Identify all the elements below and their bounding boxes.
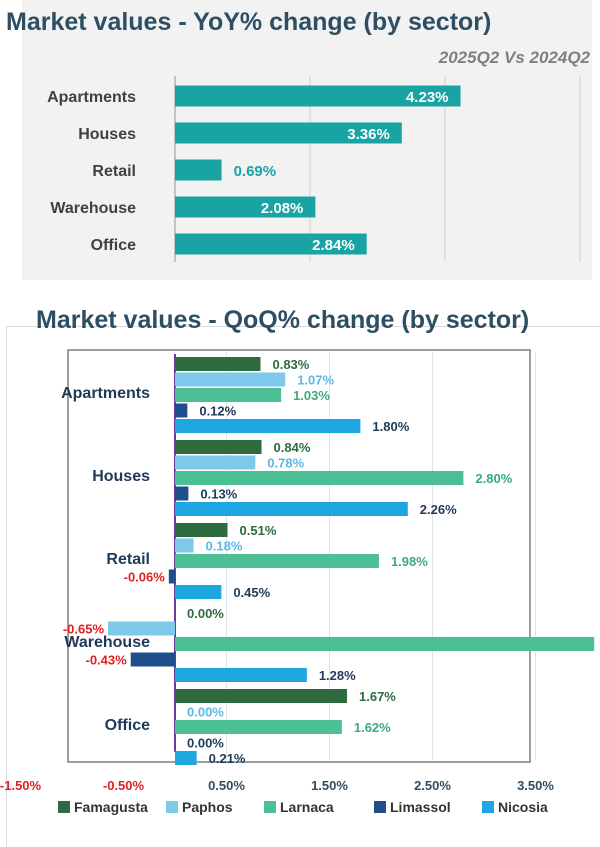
qoq-chart-panel	[6, 326, 600, 847]
qoq-data-label: 0.00%	[187, 736, 224, 751]
qoq-bar-retail-larnaca	[175, 554, 379, 568]
qoq-x-tick-label: -1.50%	[0, 778, 42, 793]
legend-label-famagusta: Famagusta	[74, 799, 148, 815]
legend-label-nicosia: Nicosia	[498, 799, 548, 815]
qoq-data-label: 0.21%	[209, 751, 246, 766]
qoq-plot-frame	[67, 349, 531, 763]
yoy-bar-warehouse	[175, 196, 316, 218]
qoq-data-label: -0.65%	[63, 622, 105, 637]
qoq-bar-retail-limassol	[168, 569, 175, 584]
legend-swatch-famagusta	[58, 801, 70, 813]
qoq-bar-houses-larnaca	[175, 471, 464, 485]
qoq-x-tick-label: 3.50%	[517, 778, 554, 793]
yoy-category-label: Office	[91, 237, 136, 254]
yoy-data-label: 4.23%	[406, 89, 449, 106]
qoq-bar-retail-paphos	[175, 538, 194, 553]
yoy-category-label: Houses	[78, 126, 136, 143]
legend-swatch-paphos	[166, 801, 178, 813]
qoq-bar-office-nicosia	[175, 751, 197, 765]
qoq-data-label: -0.06%	[124, 570, 166, 585]
yoy-data-label: 2.84%	[312, 237, 355, 254]
qoq-x-tick-label: 0.50%	[208, 778, 245, 793]
qoq-data-label: 1.03%	[293, 388, 330, 403]
qoq-bar-apartments-limassol	[175, 403, 188, 418]
qoq-data-label: 0.51%	[240, 523, 277, 538]
qoq-data-label: 1.98%	[391, 554, 428, 569]
qoq-category-label: Apartments	[61, 385, 150, 402]
yoy-chart-title: Market values - YoY% change (by sector)	[6, 8, 492, 36]
qoq-bar-retail-famagusta	[175, 523, 228, 537]
qoq-x-tick-label: 2.50%	[414, 778, 451, 793]
qoq-bar-houses-famagusta	[175, 440, 262, 454]
qoq-bar-office-famagusta	[175, 689, 348, 703]
legend-label-limassol: Limassol	[390, 799, 451, 815]
yoy-data-label: 3.36%	[347, 126, 390, 143]
qoq-category-label: Retail	[106, 551, 150, 568]
yoy-category-label: Warehouse	[50, 200, 136, 217]
qoq-data-label: 1.28%	[319, 668, 356, 683]
legend-swatch-limassol	[374, 801, 386, 813]
qoq-bar-warehouse-larnaca	[175, 637, 595, 651]
qoq-data-label: 1.80%	[372, 419, 409, 434]
qoq-data-label: 0.78%	[267, 456, 304, 471]
legend-label-larnaca: Larnaca	[280, 799, 334, 815]
yoy-data-label: 2.08%	[261, 200, 304, 217]
qoq-x-tick-label: -0.50%	[103, 778, 145, 793]
qoq-category-label: Warehouse	[64, 634, 150, 651]
yoy-category-label: Apartments	[47, 89, 136, 106]
qoq-data-label: 0.84%	[274, 440, 311, 455]
qoq-bar-apartments-nicosia	[175, 419, 361, 433]
yoy-bar-office	[175, 233, 367, 255]
qoq-data-label: 0.45%	[233, 585, 270, 600]
qoq-bar-retail-nicosia	[175, 585, 222, 599]
qoq-data-label: 0.18%	[206, 539, 243, 554]
yoy-bar-apartments	[175, 85, 461, 107]
yoy-chart-subtitle: 2025Q2 Vs 2024Q2	[438, 48, 590, 67]
qoq-category-label: Office	[105, 717, 150, 734]
qoq-data-label: 0.83%	[272, 357, 309, 372]
qoq-data-label: 1.62%	[354, 720, 391, 735]
yoy-bar-houses	[175, 122, 402, 144]
qoq-bar-warehouse-nicosia	[175, 668, 307, 682]
qoq-category-label: Houses	[92, 468, 150, 485]
qoq-data-label: 0.00%	[187, 606, 224, 621]
qoq-bar-houses-paphos	[175, 455, 256, 470]
yoy-category-label: Retail	[92, 163, 136, 180]
qoq-bar-warehouse-limassol	[130, 652, 175, 667]
qoq-chart-title: Market values - QoQ% change (by sector)	[36, 306, 530, 334]
qoq-data-label: 0.12%	[199, 404, 236, 419]
qoq-bar-apartments-famagusta	[175, 357, 261, 371]
qoq-data-label: -0.43%	[86, 653, 128, 668]
qoq-x-tick-label: 1.50%	[311, 778, 348, 793]
qoq-data-label: 0.13%	[200, 487, 237, 502]
qoq-bar-apartments-paphos	[175, 372, 286, 387]
qoq-data-label: 1.67%	[359, 689, 396, 704]
qoq-bar-warehouse-paphos	[108, 621, 175, 636]
qoq-data-label: 2.26%	[420, 502, 457, 517]
yoy-data-label: 0.69%	[234, 163, 277, 180]
yoy-bar-retail	[175, 159, 222, 181]
qoq-bar-houses-nicosia	[175, 502, 408, 516]
qoq-bar-office-larnaca	[175, 720, 342, 734]
qoq-bar-apartments-larnaca	[175, 388, 282, 402]
qoq-data-label: 1.07%	[297, 373, 334, 388]
legend-swatch-larnaca	[264, 801, 276, 813]
legend-label-paphos: Paphos	[182, 799, 233, 815]
qoq-data-label: 2.80%	[475, 471, 512, 486]
legend-swatch-nicosia	[482, 801, 494, 813]
qoq-bar-houses-limassol	[175, 486, 189, 501]
qoq-data-label: 0.00%	[187, 705, 224, 720]
